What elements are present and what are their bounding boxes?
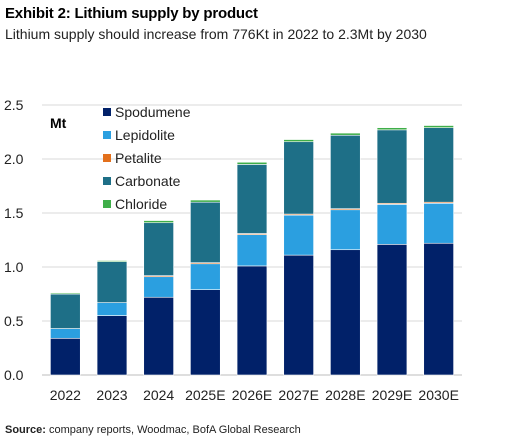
bar-segment (236, 161, 268, 165)
bars (50, 125, 454, 376)
bar-segment (50, 292, 81, 295)
bar-segment (283, 139, 314, 143)
bar-segment (283, 141, 314, 215)
bar-segment (96, 261, 128, 303)
x-tick-label: 2026E (232, 387, 272, 403)
bar-segment (330, 134, 361, 209)
bar-segment (283, 214, 314, 256)
x-tick-label: 2027E (278, 387, 318, 403)
legend-swatch (103, 154, 111, 162)
legend: Spodumene Lepidolite Petalite Carbonate Chlo… (103, 104, 191, 212)
bar-segment (236, 265, 268, 376)
x-axis-ticks: 2022 2023 2024 2025E 2026E 2027E 2028E 2029E 203… (50, 387, 459, 403)
y-tick-label: 1.0 (4, 259, 24, 275)
bar-segment (423, 127, 454, 203)
bar-segment (376, 244, 408, 376)
bar-segment (96, 315, 128, 376)
x-tick-label: 2024 (143, 387, 174, 403)
chart-title: Exhibit 2: Lithium supply by product (5, 5, 258, 22)
bar-segment (423, 125, 454, 128)
legend-label: Lepidolite (115, 127, 175, 143)
bar-segment (423, 242, 454, 376)
bar-segment (143, 222, 174, 276)
y-tick-label: 0.5 (4, 313, 24, 329)
bar-segment (236, 234, 268, 267)
bar-segment (143, 276, 174, 298)
bar-segment (50, 328, 81, 339)
bar-segment (190, 263, 221, 290)
legend-swatch (103, 200, 111, 208)
x-tick-label: 2030E (418, 387, 458, 403)
source-note: Source: company reports, Woodmac, BofA G… (5, 424, 301, 436)
unit-label: Mt (50, 115, 67, 131)
stacked-bar-chart: 0.0 0.5 1.0 1.5 2.0 2.5 2022 2023 2024 2025E 2026… (4, 97, 462, 403)
x-tick-label: 2029E (372, 387, 412, 403)
y-tick-label: 1.5 (4, 205, 24, 221)
legend-swatch (103, 131, 111, 139)
bar-segment (376, 129, 408, 204)
y-tick-label: 0.0 (4, 367, 24, 383)
bar-segment (143, 220, 174, 224)
bar-segment (50, 293, 81, 329)
bar-segment (96, 260, 128, 262)
chart-subtitle: Lithium supply should increase from 776K… (5, 26, 427, 42)
bar-segment (190, 199, 221, 203)
bar-segment (376, 204, 408, 245)
bar-segment (96, 302, 128, 316)
legend-label: Petalite (115, 150, 162, 166)
bar-segment (190, 289, 221, 376)
legend-swatch (103, 177, 111, 185)
legend-label: Chloride (115, 196, 167, 212)
legend-label: Spodumene (115, 104, 191, 120)
x-tick-label: 2025E (185, 387, 225, 403)
bar-segment (143, 296, 174, 376)
x-tick-label: 2022 (50, 387, 81, 403)
x-tick-label: 2028E (325, 387, 365, 403)
bar-segment (190, 201, 221, 263)
bar-segment (283, 254, 314, 376)
legend-label: Carbonate (115, 173, 181, 189)
source-text: company reports, Woodmac, BofA Global Re… (45, 424, 301, 436)
bar-segment (330, 209, 361, 251)
bar-segment (376, 127, 408, 131)
y-axis-ticks: 0.0 0.5 1.0 1.5 2.0 2.5 (4, 97, 24, 383)
bar-segment (330, 249, 361, 376)
source-label: Source: (5, 424, 46, 436)
bar-segment (330, 132, 361, 136)
bar-segment (236, 164, 268, 234)
y-tick-label: 2.0 (4, 151, 24, 167)
x-tick-label: 2023 (96, 387, 127, 403)
bar-segment (423, 202, 454, 244)
bar-segment (50, 337, 81, 376)
legend-swatch (103, 108, 111, 116)
y-tick-label: 2.5 (4, 97, 24, 113)
